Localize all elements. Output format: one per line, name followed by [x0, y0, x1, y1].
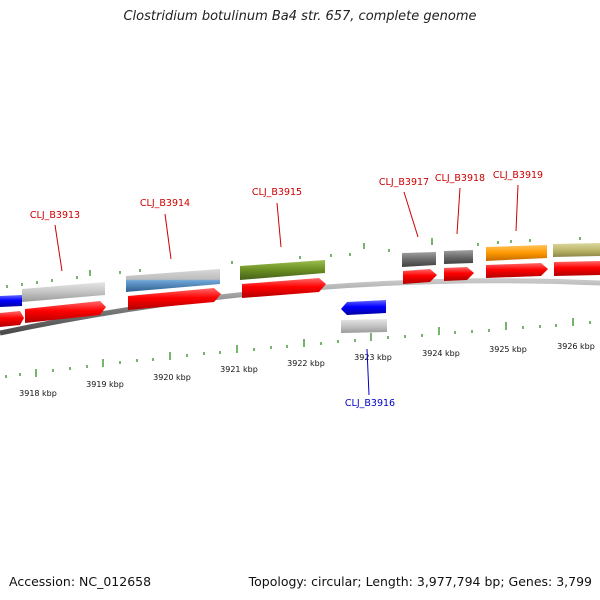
gene-label[interactable]: CLJ_B3916	[345, 398, 395, 409]
cds-arrow[interactable]	[0, 311, 24, 327]
gene-label[interactable]: CLJ_B3915	[252, 187, 302, 198]
steelblue-feature-box[interactable]	[126, 269, 220, 292]
cds-arrow-reverse[interactable]	[341, 300, 386, 315]
cds-arrow[interactable]	[403, 269, 437, 284]
inner-tick-ring	[5, 318, 591, 378]
scale-label: 3918 kbp	[19, 389, 57, 398]
feature-track	[0, 243, 600, 307]
cds-arrow[interactable]	[242, 278, 326, 298]
blue-feature-box[interactable]	[0, 295, 22, 307]
cds-arrow[interactable]	[554, 261, 600, 276]
gene-leader-lines	[54, 184, 519, 396]
gene-label[interactable]: CLJ_B3917	[379, 177, 429, 188]
cds-arrow[interactable]	[128, 288, 221, 310]
grey-feature-box[interactable]	[341, 319, 387, 333]
scale-label: 3925 kbp	[489, 345, 527, 354]
cds-arrow[interactable]	[486, 263, 548, 278]
dark-feature-box[interactable]	[444, 250, 473, 264]
khaki-feature-box[interactable]	[553, 243, 600, 257]
cds-arrow[interactable]	[25, 301, 106, 323]
gene-label[interactable]: CLJ_B3919	[493, 170, 543, 181]
gene-label[interactable]: CLJ_B3913	[30, 210, 80, 221]
gene-label[interactable]: CLJ_B3914	[140, 198, 190, 209]
genome-summary-text: Topology: circular; Length: 3,977,794 bp…	[248, 574, 592, 589]
scale-label: 3922 kbp	[287, 359, 325, 368]
scale-label: 3919 kbp	[86, 380, 124, 389]
orange-feature-box[interactable]	[486, 245, 547, 261]
olive-feature-box[interactable]	[240, 260, 325, 280]
gene-label[interactable]: CLJ_B3918	[435, 173, 485, 184]
accession-text: Accession: NC_012658	[9, 574, 152, 589]
outer-tick-ring	[6, 237, 581, 288]
position-scale: 3918 kbp 3919 kbp 3920 kbp 3921 kbp 3922…	[19, 342, 595, 398]
scale-label: 3923 kbp	[354, 353, 392, 362]
genome-title: Clostridium botulinum Ba4 str. 657, comp…	[123, 9, 477, 24]
scale-label: 3921 kbp	[220, 365, 258, 374]
dark-feature-box[interactable]	[402, 252, 436, 267]
grey-feature-box[interactable]	[22, 282, 105, 302]
scale-label: 3920 kbp	[153, 373, 191, 382]
cds-arrow[interactable]	[444, 267, 474, 281]
forward-cds-track	[0, 261, 600, 327]
scale-label: 3924 kbp	[422, 349, 460, 358]
reverse-cds-track	[341, 300, 387, 333]
scale-label: 3926 kbp	[557, 342, 595, 351]
gene-labels: CLJ_B3913 CLJ_B3914 CLJ_B3915 CLJ_B3916 …	[30, 170, 543, 409]
